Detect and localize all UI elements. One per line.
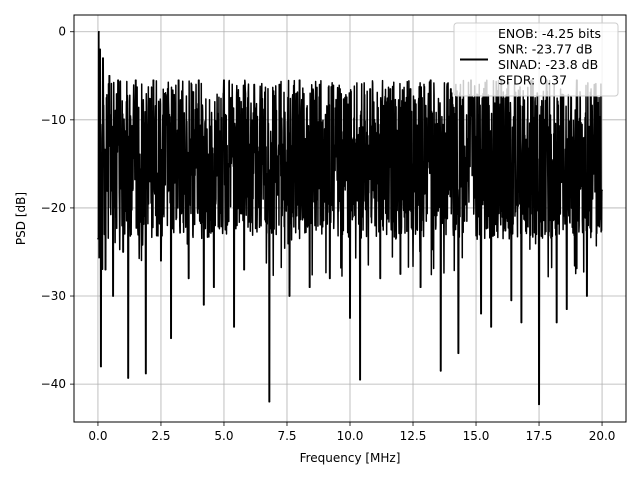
psd-data-point xyxy=(439,370,442,372)
psd-data-point xyxy=(419,286,422,289)
psd-data-point xyxy=(308,286,311,289)
psd-data-point xyxy=(601,189,603,192)
psd-data-point xyxy=(152,79,155,81)
psd-data-point xyxy=(369,88,371,90)
x-tick-label: 0.0 xyxy=(88,429,107,443)
psd-data-point xyxy=(555,321,558,324)
psd-data-point xyxy=(97,237,99,240)
psd-data-point xyxy=(233,326,235,328)
psd-data-point xyxy=(187,277,190,280)
legend-entry: SINAD: -23.8 dB xyxy=(498,57,598,72)
psd-data-point xyxy=(98,30,100,33)
psd-data-point xyxy=(223,79,225,81)
x-tick-label: 10.0 xyxy=(337,429,364,443)
legend-box xyxy=(453,22,619,97)
psd-data-point xyxy=(122,251,124,253)
psd-data-point xyxy=(278,83,281,86)
psd-data-point xyxy=(170,337,172,340)
x-tick-label: 7.5 xyxy=(277,429,296,443)
legend-entry: ENOB: -4.25 bits xyxy=(498,26,601,41)
psd-data-point xyxy=(243,268,245,271)
legend-text: ENOB: -4.25 bits SNR: -23.77 dB SINAD: -23… xyxy=(498,26,601,88)
x-axis-label: Frequency [MHz] xyxy=(300,451,401,465)
psd-data-point xyxy=(409,88,412,90)
psd-data-point xyxy=(145,372,147,375)
data-layer xyxy=(97,30,603,406)
x-tick-label: 17.5 xyxy=(526,429,553,443)
x-tick-label: 20.0 xyxy=(589,429,616,443)
psd-data-point xyxy=(177,79,180,81)
psd-data-point xyxy=(457,352,460,355)
psd-data-point xyxy=(450,88,452,90)
psd-data-point xyxy=(108,74,111,77)
psd-data-point xyxy=(389,88,392,90)
psd-data-point xyxy=(127,377,129,379)
x-tick-label: 12.5 xyxy=(400,429,427,443)
psd-data-point xyxy=(213,286,215,289)
y-tick-label: −30 xyxy=(41,289,66,303)
psd-data-point xyxy=(318,83,321,86)
psd-data-point xyxy=(253,83,256,86)
ticks-layer: 0.0 2.5 5.0 7.5 10.0 12.5 15.0 17.5 20.0 0 −10 −20 −… xyxy=(41,25,616,443)
y-tick-label: −20 xyxy=(41,201,66,215)
psd-data-point xyxy=(520,321,523,324)
y-axis-label: PSD [dB] xyxy=(14,192,28,245)
psd-data-point xyxy=(359,378,361,381)
psd-data-point xyxy=(329,277,331,280)
y-tick-label: −10 xyxy=(41,113,66,127)
psd-data-point xyxy=(298,79,301,81)
psd-data-point xyxy=(203,304,205,306)
x-tick-label: 5.0 xyxy=(214,429,233,443)
psd-data-point xyxy=(490,326,492,328)
psd-data-point xyxy=(379,277,382,280)
psd-data-point xyxy=(160,259,162,262)
y-tick-label: −40 xyxy=(41,377,66,391)
psd-data-point xyxy=(197,79,200,81)
psd-data-point xyxy=(134,79,137,81)
psd-data-point xyxy=(339,88,341,90)
legend: ENOB: -4.25 bits SNR: -23.77 dB SINAD: -23… xyxy=(453,22,619,97)
legend-entry: SNR: -23.77 dB xyxy=(498,42,593,57)
y-tick-label: 0 xyxy=(58,25,66,39)
psd-data-point xyxy=(510,299,513,302)
x-tick-label: 15.0 xyxy=(463,429,490,443)
legend-entry: SFDR: 0.37 xyxy=(498,73,567,88)
psd-data-point xyxy=(99,48,101,51)
psd-data-point xyxy=(104,268,107,271)
psd-data-point xyxy=(349,317,351,319)
psd-data-point xyxy=(586,295,588,297)
psd-data-point xyxy=(429,79,432,81)
psd-data-point xyxy=(268,400,271,403)
psd-data-point xyxy=(112,295,114,297)
psd-data-point xyxy=(480,312,482,315)
psd-data-point xyxy=(117,79,119,81)
psd-data-point xyxy=(538,403,540,406)
psd-data-point xyxy=(288,295,291,297)
psd-data-point xyxy=(399,273,402,275)
x-tick-label: 2.5 xyxy=(151,429,170,443)
psd-data-point xyxy=(100,365,102,368)
psd-data-point xyxy=(565,308,568,311)
psd-data-point xyxy=(102,57,104,59)
